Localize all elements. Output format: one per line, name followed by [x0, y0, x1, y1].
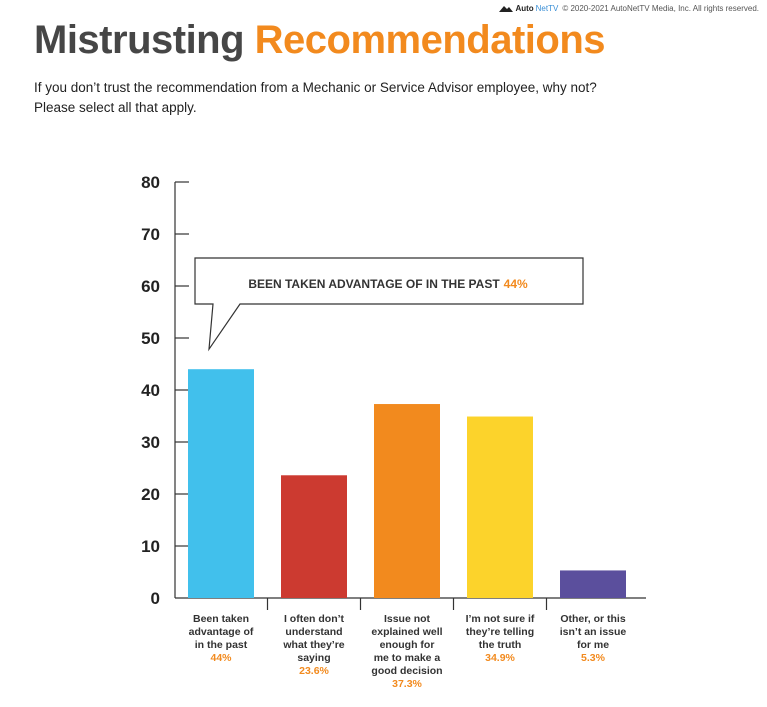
copyright-notice: Auto NetTV © 2020-2021 AutoNetTV Media, I…	[499, 4, 759, 13]
category-label: Been taken advantage of in the past 44%	[173, 613, 269, 665]
bar	[188, 369, 254, 598]
category-name-line: explained well	[371, 626, 443, 638]
category-value: 37.3%	[392, 678, 422, 690]
question-line-1: If you don’t trust the recommendation fr…	[34, 80, 597, 95]
category-name-line: me to make a	[373, 652, 441, 664]
category-value: 34.9%	[485, 652, 515, 664]
category-name-line: they’re telling	[465, 626, 535, 638]
y-tick-label: 50	[141, 329, 160, 348]
y-tick-label: 10	[141, 537, 160, 556]
category-name-line: I often don’t	[283, 613, 345, 625]
chart-question: If you don’t trust the recommendation fr…	[34, 78, 744, 118]
category-label: Other, or this isn’t an issue for me 5.3%	[545, 613, 641, 665]
title-part-1: Mistrusting	[34, 18, 245, 62]
category-value: 5.3%	[581, 652, 605, 664]
category-label: I often don’t understand what they’re sayin…	[266, 613, 362, 678]
y-tick-label: 70	[141, 225, 160, 244]
category-value: 23.6%	[299, 665, 329, 677]
y-tick-label: 20	[141, 485, 160, 504]
category-name-line: I’m not sure if	[465, 613, 535, 625]
category-name-line: the truth	[478, 639, 522, 651]
category-name-line: good decision	[371, 665, 443, 677]
question-line-2: Please select all that apply.	[34, 100, 197, 115]
category-name-line: Been taken	[192, 613, 250, 625]
category-name-line: saying	[297, 652, 331, 664]
y-tick-label: 40	[141, 381, 160, 400]
y-tick-label: 80	[141, 173, 160, 192]
copyright-text: © 2020-2021 AutoNetTV Media, Inc. All ri…	[562, 4, 759, 13]
category-value: 44%	[210, 652, 232, 664]
category-name-line: in the past	[194, 639, 248, 651]
category-name-line: what they’re	[283, 639, 345, 651]
bar	[560, 570, 626, 598]
title-part-2: Recommendations	[254, 18, 606, 62]
callout-outline	[194, 257, 584, 352]
bar	[281, 475, 347, 598]
category-name-line: Other, or this	[560, 613, 626, 625]
callout-text: BEEN TAKEN ADVANTAGE OF IN THE PAST	[248, 277, 500, 291]
category-label: I’m not sure if they’re telling the truth 3…	[452, 613, 548, 665]
bar	[467, 416, 533, 598]
callout-label: BEEN TAKEN ADVANTAGE OF IN THE PAST 44%	[196, 265, 580, 303]
category-name-line: enough for	[379, 639, 435, 651]
category-name-line: advantage of	[188, 626, 254, 638]
category-name-line: for me	[576, 639, 610, 651]
y-tick-label: 60	[141, 277, 160, 296]
mountain-icon	[499, 6, 514, 12]
chart-bars	[188, 369, 626, 598]
y-tick-label: 30	[141, 433, 160, 452]
category-name-line: isn’t an issue	[559, 626, 627, 638]
autonettv-logo: Auto NetTV	[499, 4, 558, 13]
page-title: Mistrusting Recommendations	[34, 18, 606, 62]
y-tick-label: 0	[151, 589, 160, 608]
category-label: Issue not explained well enough for me to m…	[359, 613, 455, 691]
callout-bubble	[194, 257, 584, 352]
callout-value: 44%	[503, 277, 528, 291]
category-name-line: Issue not	[383, 613, 431, 625]
category-name-line: understand	[285, 626, 343, 638]
bar	[374, 404, 440, 598]
